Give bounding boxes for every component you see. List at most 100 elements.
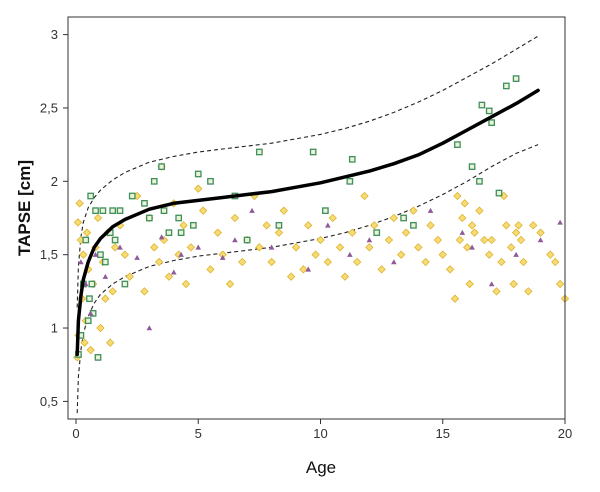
- diamond-point: [502, 221, 511, 230]
- square-point: [116, 207, 124, 215]
- y-tick-label: 3: [51, 27, 58, 42]
- square-point: [309, 148, 317, 156]
- diamond-point: [377, 265, 386, 274]
- diamond-point: [509, 279, 518, 289]
- diamond-point: [311, 250, 320, 259]
- diamond-point: [125, 272, 134, 281]
- diamond-point: [370, 221, 379, 230]
- diamond-point: [164, 272, 174, 281]
- triangle-point: [102, 273, 109, 279]
- data-points: [73, 75, 570, 362]
- diamond-point: [96, 323, 105, 333]
- diamond-point: [497, 257, 506, 267]
- x-axis-title: Age: [306, 458, 336, 477]
- square-point: [128, 192, 136, 200]
- diamond-point: [519, 257, 528, 267]
- diamond-point: [279, 206, 288, 215]
- diamond-point: [198, 206, 208, 215]
- diamond-point: [401, 228, 411, 237]
- triangle-point: [366, 237, 373, 243]
- diamond-point: [335, 243, 345, 252]
- diamond-point: [101, 294, 110, 303]
- diamond-point: [458, 213, 467, 223]
- triangle-point: [268, 244, 275, 250]
- triangle-point: [219, 254, 226, 260]
- diamond-point: [467, 221, 477, 230]
- square-point: [454, 141, 461, 148]
- diamond-point: [238, 257, 247, 267]
- diamond-point: [524, 287, 533, 296]
- plot-frame: [67, 16, 566, 420]
- square-point: [94, 354, 102, 361]
- triangle-point: [171, 269, 177, 275]
- x-tick-label: 20: [558, 426, 572, 441]
- square-point: [109, 207, 117, 215]
- x-axis-ticks: 0 5 10 15 20: [72, 419, 572, 441]
- square-point: [175, 214, 183, 222]
- triangle-point: [82, 281, 89, 287]
- square-point: [141, 199, 148, 207]
- diamond-point: [485, 250, 494, 259]
- diamond-point: [455, 235, 465, 245]
- y-tick-label: 2: [51, 174, 58, 189]
- diamond-point: [426, 221, 435, 230]
- upper-bound-curve: [76, 35, 539, 308]
- diamond-point: [267, 257, 276, 267]
- diamond-point: [93, 213, 103, 223]
- diamond-point: [450, 294, 460, 303]
- diamond-point: [529, 221, 538, 230]
- triangle-point: [146, 325, 153, 331]
- triangle-point: [305, 266, 312, 272]
- x-tick-label: 10: [313, 426, 327, 441]
- diamond-point: [120, 250, 130, 259]
- diamond-point: [286, 272, 296, 281]
- diamond-point: [225, 279, 235, 289]
- square-point: [243, 236, 251, 244]
- diamond-point: [108, 287, 117, 296]
- y-axis-title: TAPSE [cm]: [15, 160, 34, 256]
- diamond-point: [274, 228, 284, 237]
- square-point: [160, 207, 168, 215]
- diamond-point: [353, 257, 362, 267]
- diamond-point: [75, 199, 84, 208]
- triangle-point: [469, 244, 475, 250]
- diamond-point: [551, 257, 560, 267]
- triangle-point: [325, 222, 331, 228]
- y-tick-label: 2,5: [40, 100, 58, 115]
- diamond-point: [438, 250, 447, 259]
- square-point: [165, 229, 173, 237]
- diamond-point: [150, 243, 159, 252]
- diamond-point: [179, 221, 188, 230]
- diamond-point: [516, 235, 526, 245]
- diamond-point: [487, 235, 496, 245]
- diamond-point: [213, 228, 222, 237]
- triangle-point: [134, 254, 140, 260]
- square-point: [92, 207, 99, 215]
- square-point: [158, 163, 165, 170]
- diamond-point: [365, 243, 374, 252]
- square-point: [346, 177, 354, 185]
- mean-curve-group: [75, 88, 540, 357]
- diamond-point: [154, 257, 164, 267]
- square-point: [275, 221, 283, 229]
- square-point: [87, 192, 95, 200]
- diamond-point: [555, 279, 565, 289]
- diamond-point: [186, 243, 196, 252]
- triangle-point: [459, 229, 466, 235]
- diamond-point: [507, 243, 516, 252]
- square-point: [97, 251, 104, 259]
- diamond-point: [460, 199, 469, 208]
- square-point: [99, 207, 107, 215]
- diamond-point: [453, 191, 462, 201]
- diamond-point: [255, 243, 264, 252]
- diamond-point: [384, 235, 394, 245]
- diamond-point: [316, 235, 325, 245]
- square-point: [150, 177, 158, 185]
- diamond-point: [304, 221, 313, 230]
- diamond-point: [470, 228, 479, 237]
- diamond-point: [414, 243, 423, 252]
- x-tick-label: 5: [195, 426, 202, 441]
- diamond-point: [73, 218, 83, 227]
- diamond-point: [86, 345, 95, 355]
- square-point: [502, 82, 510, 90]
